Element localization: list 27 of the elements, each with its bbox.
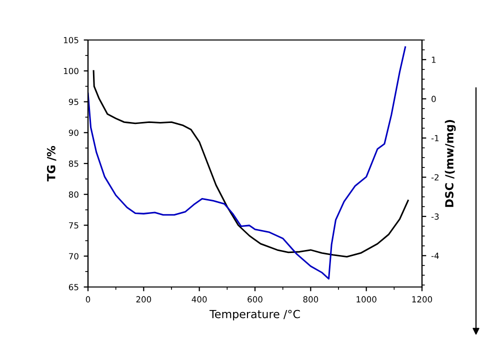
y-tick-label: 75 bbox=[69, 222, 78, 229]
y-tick-label: 90 bbox=[68, 130, 78, 136]
y-tick-label: 80 bbox=[68, 191, 78, 198]
x-tick-label: 600 bbox=[248, 296, 262, 302]
x-tick-label: 1000 bbox=[356, 296, 376, 302]
y2-tick-label: -1 bbox=[431, 135, 439, 142]
y-tick-label: 105 bbox=[64, 36, 78, 44]
x-tick-label: 0 bbox=[86, 296, 90, 302]
y2-tick-label: -3 bbox=[431, 213, 439, 220]
x-tick-label: 200 bbox=[136, 296, 152, 302]
y-tick-label: 85 bbox=[68, 160, 78, 167]
y2-tick-label: 0 bbox=[432, 96, 436, 102]
y2-tick-label: -4 bbox=[431, 252, 439, 259]
x-axis-title: Temperature /°C bbox=[209, 310, 300, 320]
y-tick-label: 95 bbox=[68, 98, 78, 106]
x-tick-label: 800 bbox=[303, 296, 318, 302]
x-tick-label: 1200 bbox=[412, 296, 432, 302]
y2-axis-title: DSC /(mw/mg) bbox=[444, 120, 456, 207]
y-tick-label: 65 bbox=[68, 284, 78, 290]
line-series bbox=[88, 46, 406, 280]
line-series bbox=[92, 70, 409, 258]
x-tick-label: 400 bbox=[192, 296, 207, 302]
y2-tick-label: 1 bbox=[432, 56, 436, 63]
y-tick-label: 70 bbox=[69, 253, 78, 260]
y-tick-label: 100 bbox=[64, 68, 78, 74]
y2-tick-label: -2 bbox=[431, 174, 438, 180]
y-axis-title: TG /% bbox=[46, 146, 56, 182]
